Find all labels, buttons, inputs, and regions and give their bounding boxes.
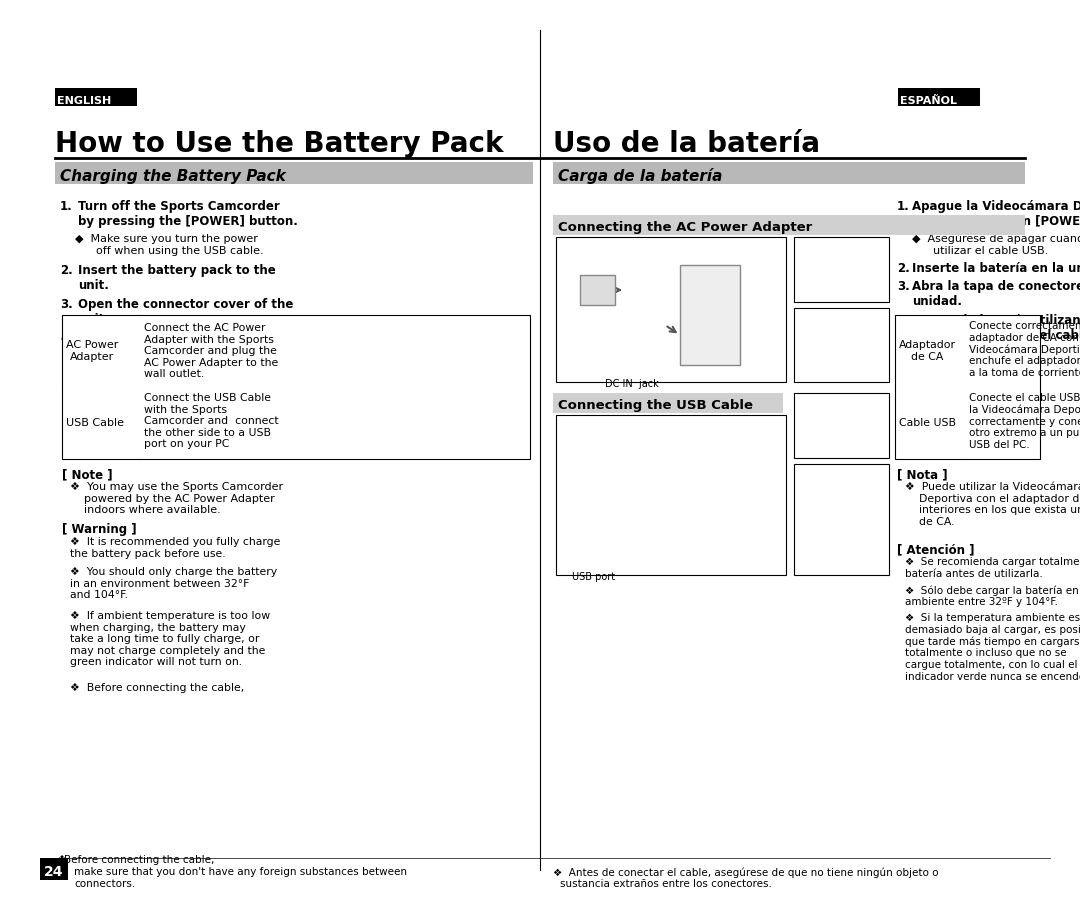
Text: Charging the Battery Pack: Charging the Battery Pack <box>60 169 286 184</box>
Text: ❖  Antes de conectar el cable, asegúrese de que no tiene ningún objeto o: ❖ Antes de conectar el cable, asegúrese … <box>553 867 939 878</box>
Text: 4.: 4. <box>60 332 72 345</box>
Bar <box>556 237 786 382</box>
Text: Apague la Videocámara Deportiva
pulsando el botón [POWER].: Apague la Videocámara Deportiva pulsando… <box>912 200 1080 228</box>
Text: 3.: 3. <box>897 280 909 293</box>
Text: ❖  Se recomienda cargar totalmente la
batería antes de utilizarla.: ❖ Se recomienda cargar totalmente la bat… <box>905 557 1080 579</box>
Text: 3.: 3. <box>60 298 72 311</box>
Text: ENGLISH: ENGLISH <box>57 96 111 106</box>
Text: connectors.: connectors. <box>75 879 135 889</box>
Text: [ Note ]: [ Note ] <box>62 468 112 481</box>
Text: ESPAÑOL: ESPAÑOL <box>900 96 957 106</box>
Text: ❖: ❖ <box>56 855 66 865</box>
Text: Connect the AC Power
Adapter with the Sports
Camcorder and plug the
AC Power Ada: Connect the AC Power Adapter with the Sp… <box>144 323 279 380</box>
Text: ◆  Asegúrese de apagar cuando al
        utilizar el cable USB.: ◆ Asegúrese de apagar cuando al utilizar… <box>905 234 1080 256</box>
Text: Connecting the AC Power Adapter: Connecting the AC Power Adapter <box>558 221 812 235</box>
Text: Abra la tapa de conectores de la
unidad.: Abra la tapa de conectores de la unidad. <box>912 280 1080 308</box>
Text: ❖  You may use the Sports Camcorder
    powered by the AC Power Adapter
    indo: ❖ You may use the Sports Camcorder power… <box>70 482 283 516</box>
Bar <box>553 393 783 413</box>
Text: Cargue la batería utilizando el
adaptador de CA o el cable USB.: Cargue la batería utilizando el adaptado… <box>912 314 1080 342</box>
Text: 2.: 2. <box>60 264 72 277</box>
Text: Open the connector cover of the
unit.: Open the connector cover of the unit. <box>78 298 294 326</box>
Bar <box>794 393 889 458</box>
Text: ❖  Sólo debe cargar la batería en un
ambiente entre 32ºF y 104°F.: ❖ Sólo debe cargar la batería en un ambi… <box>905 585 1080 607</box>
Text: 1.: 1. <box>897 200 909 213</box>
Text: USB port: USB port <box>572 572 616 582</box>
Text: 4.: 4. <box>897 314 909 327</box>
Text: ❖  Puede utilizar la Videocámara
    Deportiva con el adaptador de CA en
    int: ❖ Puede utilizar la Videocámara Deportiv… <box>905 482 1080 526</box>
Bar <box>62 315 530 459</box>
Text: ❖  You should only charge the battery
in an environment between 32°F
and 104°F.: ❖ You should only charge the battery in … <box>70 567 278 600</box>
Bar <box>794 308 889 382</box>
Text: Connecting the USB Cable: Connecting the USB Cable <box>558 400 753 412</box>
Text: ❖  Before connecting the cable,: ❖ Before connecting the cable, <box>70 683 244 693</box>
Text: Conecte correctamente el
adaptador de CA con la
Videocámara Deportiva y
enchufe : Conecte correctamente el adaptador de CA… <box>969 321 1080 378</box>
Text: Turn off the Sports Camcorder
by pressing the [POWER] button.: Turn off the Sports Camcorder by pressin… <box>78 200 298 228</box>
Bar <box>897 88 980 106</box>
Text: 1.: 1. <box>60 200 72 213</box>
Text: USB Cable: USB Cable <box>66 418 124 428</box>
Text: Adaptador
de CA: Adaptador de CA <box>899 340 956 361</box>
Bar <box>553 215 1025 235</box>
Text: ❖  Si la temperatura ambiente es
demasiado baja al cargar, es posible
que tarde : ❖ Si la temperatura ambiente es demasiad… <box>905 613 1080 681</box>
Text: Conecte el cable USB con
la Videocámara Deportiva
correctamente y conecte el
otr: Conecte el cable USB con la Videocámara … <box>969 393 1080 450</box>
Bar <box>895 315 1040 459</box>
Bar <box>580 275 615 305</box>
Text: ❖  It is recommended you fully charge
the battery pack before use.: ❖ It is recommended you fully charge the… <box>70 537 281 559</box>
Bar <box>40 858 68 880</box>
Text: Insert the battery pack to the
unit.: Insert the battery pack to the unit. <box>78 264 275 292</box>
Bar <box>680 265 740 365</box>
Text: AC Power
Adapter: AC Power Adapter <box>66 340 119 361</box>
Text: ◆  Make sure you turn the power
        off when using the USB cable.: ◆ Make sure you turn the power off when … <box>68 234 264 255</box>
Text: [ Nota ]: [ Nota ] <box>897 468 947 481</box>
Bar <box>794 464 889 575</box>
Text: Connect the USB Cable
with the Sports
Camcorder and  connect
the other side to a: Connect the USB Cable with the Sports Ca… <box>144 393 279 449</box>
Text: 24: 24 <box>44 865 64 879</box>
Text: [ Atención ]: [ Atención ] <box>897 543 974 556</box>
Text: DC IN  jack: DC IN jack <box>605 379 659 389</box>
Bar <box>556 415 786 575</box>
Text: Cable USB: Cable USB <box>899 418 956 428</box>
Text: Inserte la batería en la unidad.: Inserte la batería en la unidad. <box>912 262 1080 275</box>
Text: Uso de la batería: Uso de la batería <box>553 130 820 158</box>
Text: sustancia extraños entre los conectores.: sustancia extraños entre los conectores. <box>561 879 772 889</box>
Bar <box>55 88 137 106</box>
Bar <box>794 237 889 302</box>
Text: make sure that you don't have any foreign substances between: make sure that you don't have any foreig… <box>75 867 407 877</box>
Text: 2.: 2. <box>897 262 909 275</box>
Text: Before connecting the cable,: Before connecting the cable, <box>64 855 214 865</box>
Bar <box>55 162 534 184</box>
Text: [ Warning ]: [ Warning ] <box>62 523 137 536</box>
Bar <box>553 162 1025 184</box>
Text: Carga de la batería: Carga de la batería <box>558 168 723 184</box>
Text: Charge the battery pack by using
AC Power Adapter or USB Cable.: Charge the battery pack by using AC Powe… <box>78 332 300 360</box>
Text: ❖  If ambient temperature is too low
when charging, the battery may
take a long : ❖ If ambient temperature is too low when… <box>70 611 270 668</box>
Text: How to Use the Battery Pack: How to Use the Battery Pack <box>55 130 503 158</box>
